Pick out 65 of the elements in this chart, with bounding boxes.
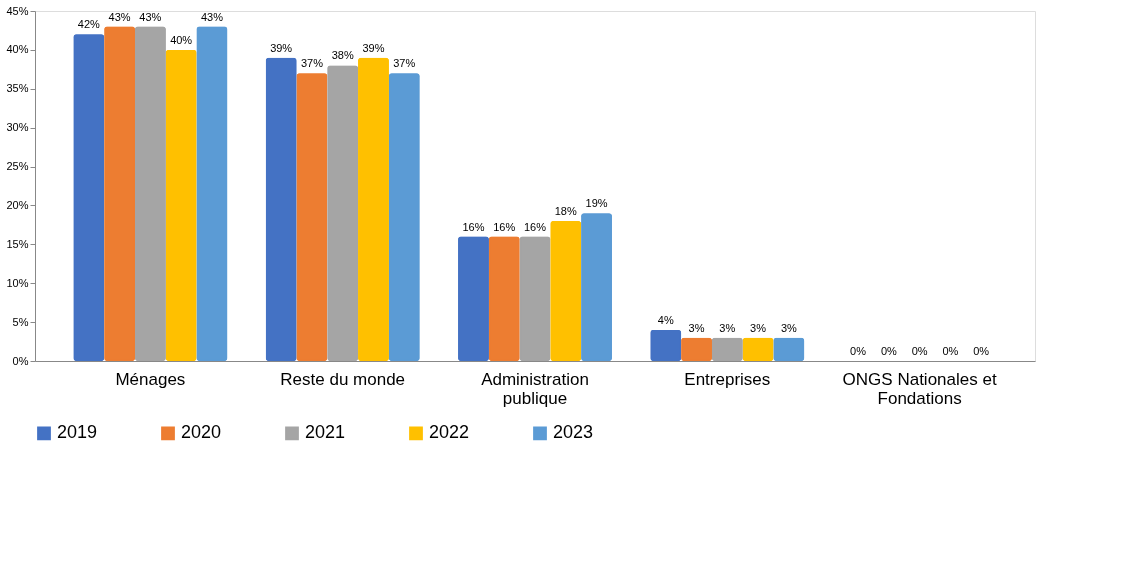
bar — [650, 329, 682, 361]
bar — [681, 337, 712, 361]
bar — [196, 26, 228, 361]
data-label: 18% — [554, 205, 577, 217]
bar — [135, 26, 166, 361]
data-label: 0% — [973, 345, 990, 357]
x-tick-label: Reste du monde — [280, 369, 406, 389]
y-tick-label: 30% — [6, 121, 29, 134]
bar — [296, 73, 328, 361]
y-tick-label: 45% — [6, 4, 29, 17]
data-label: 37% — [300, 57, 324, 70]
legend-label: 2023 — [553, 422, 594, 443]
data-label: 3% — [688, 321, 705, 334]
data-label: 0% — [942, 345, 959, 357]
bar — [358, 57, 389, 361]
bar — [104, 26, 135, 361]
y-tick-label: 25% — [6, 160, 29, 173]
data-label: 3% — [750, 321, 767, 334]
bar — [488, 236, 520, 361]
bar — [581, 213, 612, 361]
data-label: 40% — [170, 33, 193, 46]
bar — [388, 73, 420, 361]
x-tick-label: ONGS Nationales et Fondations — [842, 369, 997, 408]
y-tick-label: 15% — [6, 237, 29, 250]
y-tick-label: 40% — [6, 43, 29, 56]
data-label: 0% — [911, 345, 928, 357]
y-tick-label: 5% — [12, 315, 29, 328]
y-tick-label: 0% — [12, 354, 29, 367]
y-tick-label: 10% — [6, 276, 29, 289]
bar — [550, 221, 582, 361]
bar — [773, 337, 805, 361]
legend-label: 2022 — [429, 422, 470, 443]
bar — [327, 65, 359, 361]
legend-label: 2021 — [305, 422, 346, 443]
data-label: 4% — [657, 313, 674, 326]
data-label: 16% — [493, 220, 516, 233]
data-label: 38% — [331, 49, 354, 62]
data-label: 39% — [362, 41, 385, 54]
bar — [165, 49, 197, 361]
data-label: 0% — [880, 345, 898, 357]
legend-label: 2019 — [57, 422, 98, 443]
bar — [742, 337, 774, 361]
data-label: 3% — [780, 321, 798, 334]
x-tick-label: Entreprises — [684, 369, 771, 389]
data-label: 16% — [523, 220, 547, 233]
data-label: 43% — [200, 10, 224, 23]
data-label: 3% — [719, 321, 736, 334]
data-label: 43% — [139, 10, 162, 23]
bar — [73, 34, 105, 361]
bar — [458, 236, 489, 361]
x-tick-label: Ménages — [115, 369, 186, 389]
y-tick-label: 20% — [6, 198, 29, 211]
data-label: 43% — [108, 10, 131, 23]
data-label: 42% — [77, 18, 101, 31]
data-label: 16% — [462, 220, 485, 233]
bar — [519, 236, 551, 361]
data-label: 19% — [585, 197, 608, 210]
x-tick-label: Administration publique — [481, 369, 589, 408]
y-tick-label: 35% — [6, 82, 29, 95]
bar — [711, 337, 743, 361]
data-label: 37% — [393, 57, 416, 70]
data-label: 0% — [850, 345, 867, 357]
bar — [265, 57, 297, 361]
legend-label: 2020 — [181, 422, 222, 443]
data-label: 39% — [270, 41, 293, 54]
